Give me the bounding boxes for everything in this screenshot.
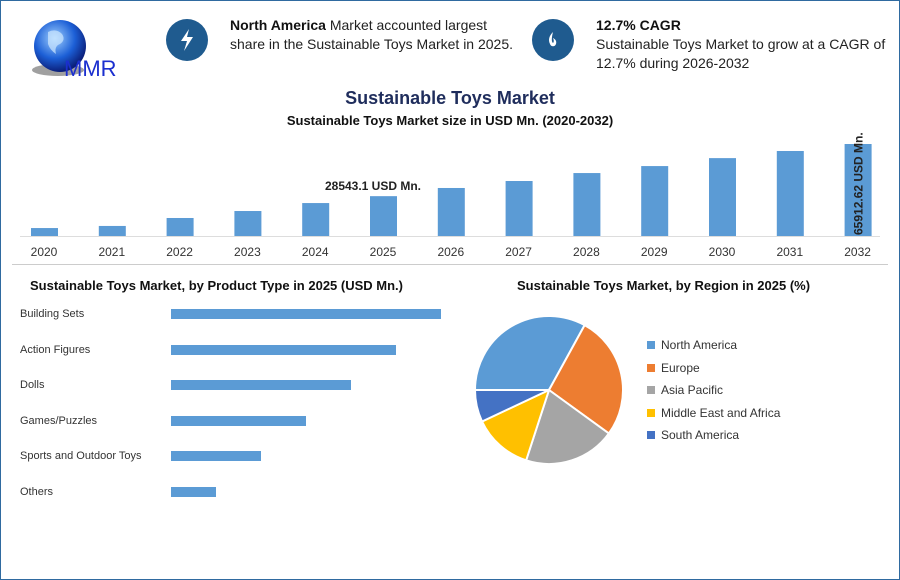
main-title: Sustainable Toys Market bbox=[345, 88, 555, 108]
category-label: Sports and Outdoor Toys bbox=[20, 450, 142, 462]
x-tick-label: 2030 bbox=[709, 245, 736, 259]
bar-2020 bbox=[31, 228, 58, 236]
region-chart-title: Sustainable Toys Market, by Region in 20… bbox=[517, 278, 811, 293]
data-label: 65912.62 USD Mn. bbox=[852, 132, 866, 235]
legend-item: North America bbox=[647, 338, 737, 352]
logo-text: MMR bbox=[64, 56, 117, 80]
bar-2030 bbox=[709, 158, 736, 236]
x-tick-label: 2028 bbox=[573, 245, 600, 259]
bar-dolls bbox=[171, 380, 351, 390]
bar-2021 bbox=[98, 225, 126, 236]
region-pie-chart bbox=[473, 315, 624, 465]
slice-south-america bbox=[473, 389, 550, 423]
slice-middle-east-and-africa bbox=[480, 388, 551, 462]
bar-chart-title: Sustainable Toys Market size in USD Mn. … bbox=[286, 113, 614, 128]
legend-label: North America bbox=[661, 338, 738, 352]
slice-europe bbox=[547, 323, 624, 435]
bar-2026 bbox=[437, 187, 465, 236]
x-tick-label: 2032 bbox=[844, 245, 871, 259]
bar-others bbox=[171, 486, 216, 497]
bar-2032 bbox=[844, 144, 872, 236]
bar-2028 bbox=[573, 173, 601, 236]
legend-item: Middle East and Africa bbox=[647, 406, 780, 420]
category-label: Others bbox=[20, 485, 54, 498]
legend-item: Asia Pacific bbox=[647, 383, 723, 397]
bar-action-figures bbox=[171, 344, 396, 355]
x-tick-label: 2029 bbox=[641, 245, 668, 259]
slice-north-america bbox=[473, 315, 587, 391]
legend-item: Europe bbox=[647, 361, 700, 375]
bar-2023 bbox=[234, 211, 262, 236]
bar-2022 bbox=[166, 217, 194, 236]
legend-label: Asia Pacific bbox=[661, 383, 724, 397]
slice-asia-pacific bbox=[524, 388, 611, 465]
bar-2027 bbox=[505, 181, 533, 236]
category-label: Action Figures bbox=[20, 343, 91, 356]
legend-item: South America bbox=[647, 428, 739, 442]
x-tick-label: 2031 bbox=[776, 245, 803, 259]
info-north-america: North America Market accounted largest s… bbox=[230, 17, 514, 52]
bar-chart: 2020 2021 2022 2023 2024 2025 28543.1 USD Mn. 2… bbox=[20, 132, 880, 259]
lightning-icon bbox=[166, 19, 208, 61]
legend-swatch bbox=[647, 386, 655, 394]
legend-swatch bbox=[647, 341, 655, 349]
x-tick-label: 2027 bbox=[505, 245, 532, 259]
bar-2024 bbox=[302, 203, 330, 236]
x-tick-label: 2025 bbox=[370, 245, 397, 259]
x-tick-label: 2023 bbox=[234, 245, 261, 259]
mmr-logo: MMR bbox=[28, 18, 138, 81]
x-tick-label: 2022 bbox=[166, 245, 193, 259]
category-label: Games/Puzzles bbox=[20, 414, 98, 427]
legend-label: Middle East and Africa bbox=[661, 405, 781, 420]
legend-label: Europe bbox=[661, 360, 700, 375]
legend-swatch bbox=[647, 431, 655, 439]
category-label: Dolls bbox=[20, 379, 45, 391]
legend-label: South America bbox=[661, 428, 740, 442]
data-label: 28543.1 USD Mn. bbox=[325, 179, 421, 193]
x-tick-label: 2020 bbox=[31, 245, 58, 259]
product-chart-title: Sustainable Toys Market, by Product Type… bbox=[30, 278, 403, 293]
divider bbox=[12, 264, 888, 265]
flame-icon bbox=[532, 19, 574, 61]
category-label: Building Sets bbox=[20, 308, 85, 320]
bar-building-sets bbox=[171, 309, 441, 319]
bar-games-puzzles bbox=[171, 415, 306, 426]
legend-swatch bbox=[647, 408, 655, 417]
x-tick-label: 2024 bbox=[302, 245, 329, 259]
info-cagr: 12.7% CAGR Sustainable Toys Market to gro… bbox=[596, 17, 886, 71]
bar-sports-and-outdoor-toys bbox=[171, 451, 261, 461]
x-tick-label: 2021 bbox=[98, 245, 125, 259]
bar-2031 bbox=[776, 150, 804, 236]
x-tick-label: 2026 bbox=[437, 245, 464, 259]
legend-swatch bbox=[647, 363, 655, 372]
bar-2029 bbox=[641, 166, 669, 236]
bar-2025 bbox=[370, 196, 397, 236]
